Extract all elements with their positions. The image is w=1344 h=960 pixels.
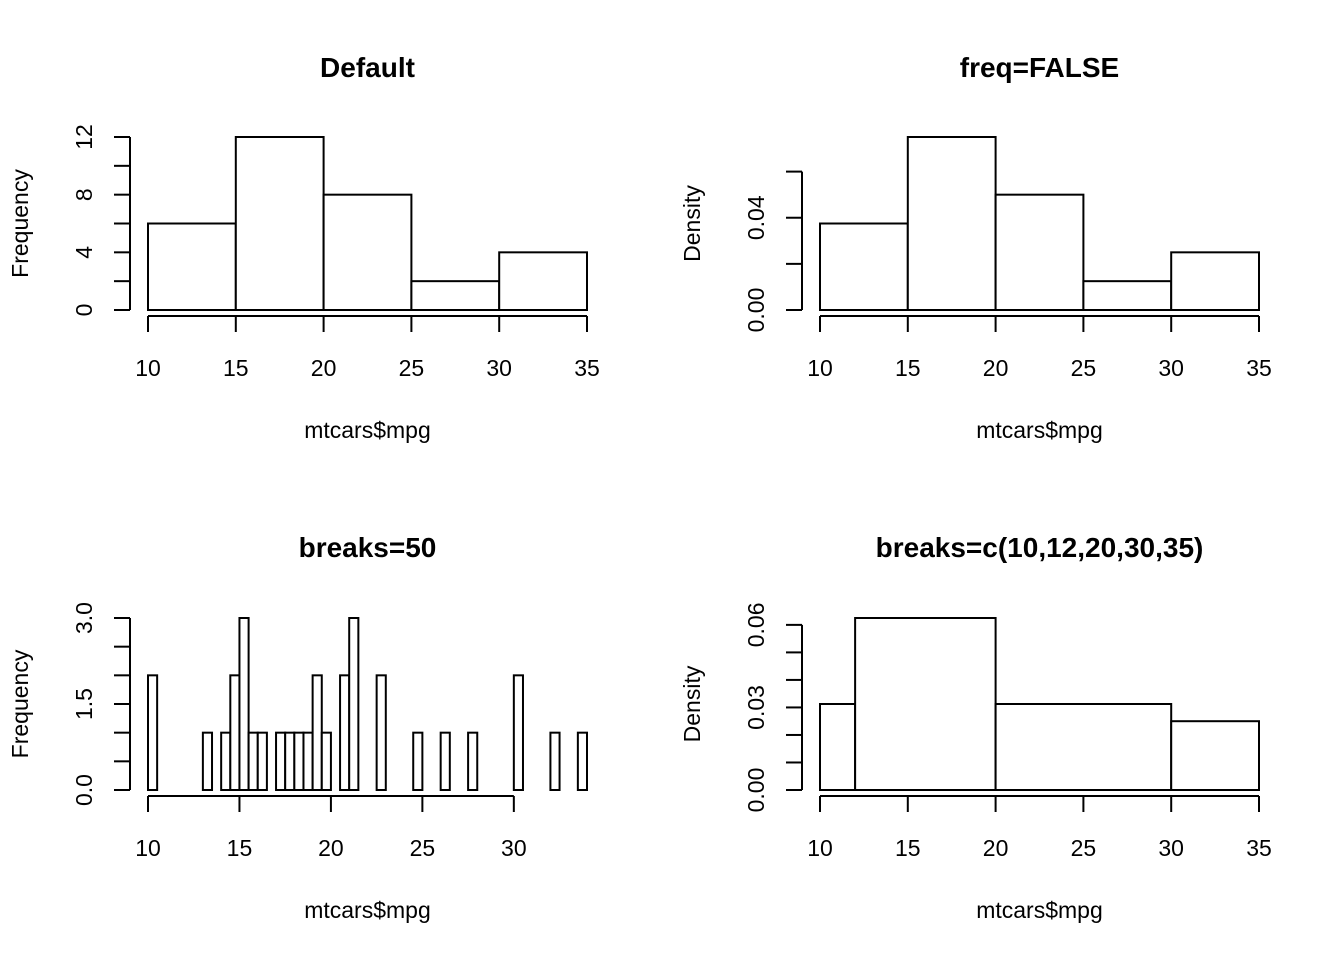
y-tick-label: 0.06 (743, 602, 769, 647)
chart-title: breaks=c(10,12,20,30,35) (876, 532, 1204, 563)
x-tick-label: 35 (574, 355, 600, 381)
histogram-bar (576, 731, 589, 792)
y-tick-label: 0.04 (743, 195, 769, 240)
x-axis-label: mtcars$mpg (976, 417, 1103, 443)
histogram-bar (320, 731, 332, 792)
histogram-panel-3: breaks=50 10 15 20 25 30 0.0 1.5 3.0 mtcars$mpg Fr… (7, 532, 589, 923)
histogram-bar (512, 674, 524, 791)
x-tick-label: 15 (227, 835, 253, 861)
histogram-bar (322, 193, 413, 312)
histogram-panel-1: Default 10 15 20 25 30 35 0 4 8 12 mtcars$mpg Freque… (7, 52, 600, 443)
histogram-bar (498, 251, 589, 311)
histogram-bar (906, 136, 997, 311)
histogram-bar (234, 136, 325, 311)
y-tick-label: 12 (71, 124, 97, 150)
histogram-bar (220, 731, 232, 792)
x-tick-label: 20 (311, 355, 337, 381)
histogram-bar (994, 703, 1173, 791)
x-axis-label: mtcars$mpg (304, 417, 431, 443)
histogram-bar (994, 193, 1085, 312)
histogram-bar (819, 222, 909, 311)
y-axis-label: Density (679, 665, 705, 742)
x-tick-label: 35 (1246, 355, 1272, 381)
histogram-bar (819, 703, 857, 791)
x-tick-label: 25 (399, 355, 425, 381)
x-tick-label: 15 (895, 355, 921, 381)
x-tick-label: 25 (1071, 835, 1097, 861)
chart-title: breaks=50 (299, 532, 437, 563)
x-tick-label: 20 (318, 835, 344, 861)
x-tick-label: 25 (410, 835, 436, 861)
y-axis-label: Frequency (7, 649, 33, 758)
y-axis-label: Frequency (7, 169, 33, 278)
y-tick-label: 0.00 (743, 768, 769, 813)
x-tick-label: 20 (983, 355, 1009, 381)
y-tick-label: 0 (71, 304, 97, 317)
x-tick-label: 10 (135, 355, 161, 381)
histogram-bar (410, 280, 501, 311)
x-tick-label: 20 (983, 835, 1009, 861)
histogram-bar (339, 674, 351, 791)
histogram-bar (147, 674, 159, 791)
histogram-panel-2: freq=FALSE 10 15 20 25 30 35 0.00 0.04 mtcars$mpg… (679, 52, 1272, 443)
histogram-bar (293, 731, 305, 792)
histogram-bar (275, 731, 287, 792)
histogram-bar (238, 617, 250, 791)
histogram-bar (201, 731, 214, 792)
histogram-bar (311, 674, 323, 791)
histogram-bar (348, 617, 360, 791)
y-tick-label: 0.0 (71, 774, 97, 806)
histogram-bar (1170, 720, 1260, 792)
x-tick-label: 15 (223, 355, 249, 381)
x-tick-label: 15 (895, 835, 921, 861)
histogram-bar (854, 617, 997, 791)
y-tick-label: 0.03 (743, 685, 769, 730)
x-axis-label: mtcars$mpg (304, 897, 431, 923)
histogram-bar (147, 222, 237, 311)
y-tick-label: 0.00 (743, 288, 769, 333)
histogram-bar (256, 731, 268, 792)
y-tick-label: 8 (71, 188, 97, 201)
histogram-bar (467, 731, 479, 792)
x-tick-label: 30 (1158, 355, 1184, 381)
y-tick-label: 3.0 (71, 602, 97, 634)
histogram-bar (549, 731, 561, 792)
histogram-bar (247, 731, 259, 792)
chart-title: freq=FALSE (960, 52, 1119, 83)
histogram-bar (439, 731, 451, 792)
histogram-bar (302, 731, 314, 792)
histogram-bar (1170, 251, 1260, 311)
x-tick-label: 10 (807, 355, 833, 381)
histogram-bar (229, 674, 241, 791)
chart-title: Default (320, 52, 415, 83)
x-tick-label: 10 (807, 835, 833, 861)
y-tick-label: 4 (71, 246, 97, 259)
histogram-bar (375, 674, 387, 791)
histogram-panel-4: breaks=c(10,12,20,30,35) 10 15 20 25 30 35 0.00… (679, 532, 1272, 923)
histogram-bar (284, 731, 296, 792)
x-tick-label: 30 (501, 835, 527, 861)
y-tick-label: 1.5 (71, 688, 97, 720)
x-tick-label: 10 (135, 835, 161, 861)
x-tick-label: 35 (1246, 835, 1272, 861)
histogram-bar (1082, 280, 1173, 311)
x-tick-label: 30 (486, 355, 512, 381)
histogram-bar (412, 731, 424, 792)
y-axis-label: Density (679, 185, 705, 262)
x-axis-label: mtcars$mpg (976, 897, 1103, 923)
x-tick-label: 25 (1071, 355, 1097, 381)
x-tick-label: 30 (1158, 835, 1184, 861)
